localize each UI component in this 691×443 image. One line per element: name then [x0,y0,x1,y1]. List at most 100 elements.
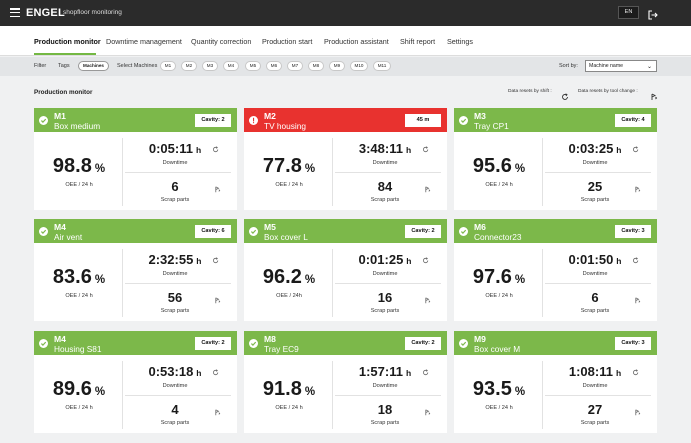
machine-name: TV housing [264,121,306,131]
oee-label: OEE / 24 h [65,405,93,411]
refresh-icon[interactable] [561,88,569,100]
tool-change-icon[interactable] [634,403,641,416]
downtime-number: 0:53:18 [148,364,194,379]
oee-label: OEE / 24 h [485,293,513,299]
machine-card[interactable]: M3 Tray CP1 Cavity: 4 95.6% OEE / 24 h 0:03:2… [454,108,657,210]
tool-change-icon[interactable] [424,403,431,416]
tool-change-icon[interactable] [424,180,431,193]
machine-card[interactable]: M4 Housing S81 Cavity: 2 89.6% OEE / 24 h 0:5… [34,331,237,433]
downtime-number: 1:57:11 [358,364,403,379]
divider [545,283,651,284]
scrap-value: 84 [377,179,393,194]
tool-change-icon[interactable] [650,88,658,100]
tab-downtime-management[interactable]: Downtime management [106,37,182,46]
refresh-icon[interactable] [632,251,639,264]
app-subtitle: shopfloor monitoring [63,9,122,16]
machine-card[interactable]: M1 Box medium Cavity: 2 98.8% OEE / 24 h 0:05… [34,108,237,210]
top-bar: ENGEL shopfloor monitoring EN [0,0,691,26]
tool-change-icon[interactable] [214,180,221,193]
oee-value: 89.6% [38,378,120,401]
machine-card[interactable]: M4 Air vent Cavity: 6 83.6% OEE / 24 h 2:32:5… [34,219,237,321]
alert-duration-badge: 45 m [405,114,441,127]
oee-unit: % [514,274,526,286]
divider [542,361,543,429]
downtime-unit: h [616,145,622,155]
refresh-icon[interactable] [422,363,429,376]
scrap-label: Scrap parts [160,420,190,426]
refresh-icon[interactable] [422,140,429,153]
oee-label: OEE / 24 h [485,405,513,411]
scrap-label: Scrap parts [580,197,610,203]
machine-card[interactable]: M6 Connector23 Cavity: 3 97.6% OEE / 24 h 0:0… [454,219,657,321]
downtime-value: 2:32:55 h [123,252,227,267]
machine-chip-m11[interactable]: M11 [373,61,391,71]
refresh-icon[interactable] [212,251,219,264]
machine-chip-m4[interactable]: M4 [223,61,239,71]
downtime-unit: h [405,145,412,155]
refresh-icon[interactable] [212,140,219,153]
downtime-value: 0:05:11 h [123,141,227,156]
machine-chip-m5[interactable]: M5 [245,61,261,71]
machine-card[interactable]: M8 Tray EC9 Cavity: 2 91.8% OEE / 24 h 1:57:1… [244,331,447,433]
refresh-icon[interactable] [632,363,639,376]
select-machines-label[interactable]: Select Machines [117,63,158,69]
scrap-label: Scrap parts [370,308,400,314]
tab-production-start[interactable]: Production start [262,37,313,46]
machine-card-header: M5 Box cover L Cavity: 2 [244,219,447,243]
machine-chip-m3[interactable]: M3 [202,61,218,71]
oee-number: 93.5 [472,378,512,400]
tab-shift-report[interactable]: Shift report [400,37,436,46]
downtime-label: Downtime [372,271,398,277]
oee-unit: % [514,386,526,398]
cavity-badge: Cavity: 3 [615,337,651,350]
tab-production-monitor[interactable]: Production monitor [34,37,101,46]
machine-card[interactable]: M9 Box cover M Cavity: 3 93.5% OEE / 24 h 1:0… [454,331,657,433]
scrap-label: Scrap parts [370,197,400,203]
machine-chip-m7[interactable]: M7 [287,61,303,71]
machine-card[interactable]: M2 TV housing 45 m 77.8% OEE / 24 h 3:48:11 h D… [244,108,447,210]
downtime-label: Downtime [372,383,398,389]
filter-tags[interactable]: Tags [58,63,70,69]
downtime-value: 0:01:50 h [543,252,647,267]
refresh-icon[interactable] [212,363,219,376]
machine-chip-m1[interactable]: M1 [160,61,176,71]
oee-label: OEE / 24 h [65,182,93,188]
machine-chip-m10[interactable]: M10 [350,61,368,71]
filter-machines-chip[interactable]: Machines [78,61,109,71]
machine-card[interactable]: M5 Box cover L Cavity: 2 96.2% OEE / 24h 0:01… [244,219,447,321]
refresh-icon[interactable] [422,251,429,264]
sort-label: Sort by: [559,63,578,69]
scrap-label: Scrap parts [580,420,610,426]
tool-change-icon[interactable] [214,403,221,416]
downtime-unit: h [196,256,202,266]
machine-chip-m8[interactable]: M8 [308,61,324,71]
logout-icon[interactable] [648,7,658,20]
tool-change-icon[interactable] [214,291,221,304]
machine-id: M6 [474,222,486,232]
tool-change-icon[interactable] [634,180,641,193]
machine-card-header: M8 Tray EC9 Cavity: 2 [244,331,447,355]
divider [122,249,123,317]
sort-value: Machine name [589,63,624,69]
machine-chip-m6[interactable]: M6 [266,61,282,71]
language-button[interactable]: EN [618,6,639,19]
oee-value: 93.5% [458,378,540,401]
machine-chip-m2[interactable]: M2 [181,61,197,71]
tab-quantity-correction[interactable]: Quantity correction [191,37,252,46]
machine-card-header: M2 TV housing 45 m [244,108,447,132]
machine-card-header: M4 Air vent Cavity: 6 [34,219,237,243]
tool-change-icon[interactable] [634,291,641,304]
downtime-unit: h [405,368,412,378]
tab-production-assistant[interactable]: Production assistant [324,37,389,46]
machine-card-header: M6 Connector23 Cavity: 3 [454,219,657,243]
divider [542,138,543,206]
tool-change-icon[interactable] [424,291,431,304]
sort-select[interactable]: Machine name ⌄ [585,60,657,72]
downtime-unit: h [406,256,412,266]
machine-chip-m9[interactable]: M9 [329,61,345,71]
refresh-icon[interactable] [632,140,639,153]
tab-settings[interactable]: Settings [447,37,473,46]
menu-icon[interactable] [10,8,20,18]
check-icon [459,339,468,348]
scrap-value: 4 [171,402,179,417]
